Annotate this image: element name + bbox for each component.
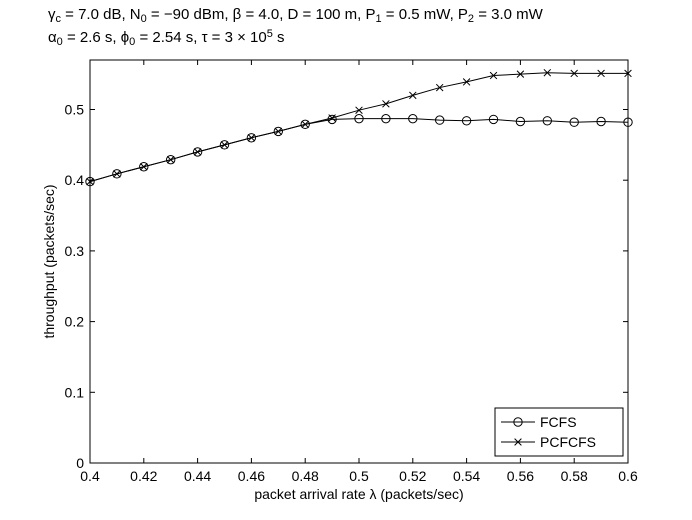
x-marker xyxy=(516,70,525,78)
chart-title-line: γc = 7.0 dB, N0 = −90 dBm, β = 4.0, D = … xyxy=(48,6,544,25)
x-tick-label: 0.42 xyxy=(130,468,157,484)
y-tick-label: 0.1 xyxy=(65,384,85,400)
x-marker xyxy=(409,91,417,100)
title-text: = 2.54 s, τ = 3 × 10 xyxy=(135,29,266,46)
legend-item-pcfcfs: PCFCFS xyxy=(501,434,596,450)
y-tick-label: 0 xyxy=(76,455,84,471)
legend-box xyxy=(494,407,624,457)
y-tick-label: 0.5 xyxy=(65,101,85,117)
circle-marker xyxy=(273,126,283,137)
x-tick-label: 0.44 xyxy=(184,468,211,484)
circle-marker xyxy=(300,119,310,130)
x-tick-label: 0.48 xyxy=(292,468,319,484)
x-marker xyxy=(328,114,336,122)
circle-marker xyxy=(219,140,230,150)
x-marker xyxy=(514,438,522,446)
circle-marker xyxy=(112,169,122,179)
x-marker xyxy=(543,68,552,77)
circle-marker xyxy=(246,133,257,143)
x-marker xyxy=(435,83,444,92)
y-tick-label: 0.4 xyxy=(65,172,85,188)
legend-label: PCFCFS xyxy=(540,434,596,450)
axis-ticks: 0.4 0.42 0.44 0.46 0.48 0.5 0.52 0.54 0.56 0.58 0.… xyxy=(65,60,638,484)
title-text: s xyxy=(273,29,285,46)
title-text: γ xyxy=(48,6,56,23)
legend: FCFS PCFCFS xyxy=(494,407,624,457)
x-marker xyxy=(113,170,121,178)
circle-marker xyxy=(354,113,364,124)
title-superscript: 5 xyxy=(267,28,273,40)
x-marker xyxy=(193,148,202,156)
x-marker xyxy=(86,177,94,186)
circle-marker xyxy=(513,417,523,427)
title-subscript: 1 xyxy=(376,13,382,25)
chart-title-line: α0 = 2.6 s, ϕ0 = 2.54 s, τ = 3 × 105 s xyxy=(48,28,285,48)
circle-marker xyxy=(515,116,526,127)
circle-marker xyxy=(435,115,445,125)
x-tick-label: 0.56 xyxy=(507,468,534,484)
y-tick-label: 0.2 xyxy=(65,314,85,330)
x-tick-label: 0.54 xyxy=(453,468,480,484)
plot-area xyxy=(89,59,629,464)
title-subscript: 0 xyxy=(141,13,147,25)
circle-marker xyxy=(408,113,418,124)
circle-marker xyxy=(139,162,149,172)
title-subscript: 0 xyxy=(57,36,63,48)
circle-marker xyxy=(85,176,95,187)
x-marker xyxy=(624,69,632,78)
x-marker xyxy=(462,78,471,86)
x-marker xyxy=(220,141,229,149)
circle-marker xyxy=(166,154,176,165)
x-marker xyxy=(247,134,256,142)
x-marker xyxy=(597,69,605,78)
circle-marker xyxy=(381,113,391,124)
title-text: = −90 dBm, β = 4.0, D = 100 m, P xyxy=(147,6,376,23)
circle-marker xyxy=(488,114,499,125)
circle-marker xyxy=(542,116,552,126)
x-tick-label: 0.5 xyxy=(349,468,369,484)
title-subscript: 2 xyxy=(468,13,474,25)
chart-title: γc = 7.0 dB, N0 = −90 dBm, β = 4.0, D = … xyxy=(48,6,544,48)
title-text: = 2.6 s, ϕ xyxy=(63,29,129,46)
legend-label: FCFS xyxy=(540,414,577,430)
x-marker xyxy=(140,163,148,171)
title-subscript: c xyxy=(56,13,62,25)
circle-marker xyxy=(596,116,606,127)
x-marker xyxy=(274,127,283,136)
x-marker xyxy=(355,106,363,114)
x-tick-label: 0.6 xyxy=(618,468,638,484)
x-marker xyxy=(570,69,578,78)
series-pcfcfs xyxy=(86,68,632,186)
y-axis-label: throughput (packets/sec) xyxy=(41,184,57,338)
x-marker xyxy=(166,155,175,164)
x-tick-label: 0.58 xyxy=(561,468,588,484)
x-tick-label: 0.4 xyxy=(80,468,100,484)
title-subscript: 0 xyxy=(129,36,135,48)
title-text: = 0.5 mW, P xyxy=(382,6,468,23)
circle-marker xyxy=(192,147,203,157)
x-axis-label: packet arrival rate λ (packets/sec) xyxy=(254,486,463,502)
x-marker xyxy=(301,120,309,129)
x-marker xyxy=(489,71,498,80)
circle-marker xyxy=(569,117,579,127)
title-text: α xyxy=(48,29,57,46)
x-marker xyxy=(382,100,390,108)
circle-marker xyxy=(461,116,472,126)
title-text: = 7.0 dB, N xyxy=(61,6,141,23)
x-tick-label: 0.52 xyxy=(399,468,426,484)
x-tick-label: 0.46 xyxy=(238,468,265,484)
circle-marker xyxy=(623,117,633,127)
series-layer xyxy=(85,68,633,187)
title-text: = 3.0 mW xyxy=(474,6,544,23)
legend-item-fcfs: FCFS xyxy=(501,414,577,430)
y-tick-label: 0.3 xyxy=(65,243,85,259)
